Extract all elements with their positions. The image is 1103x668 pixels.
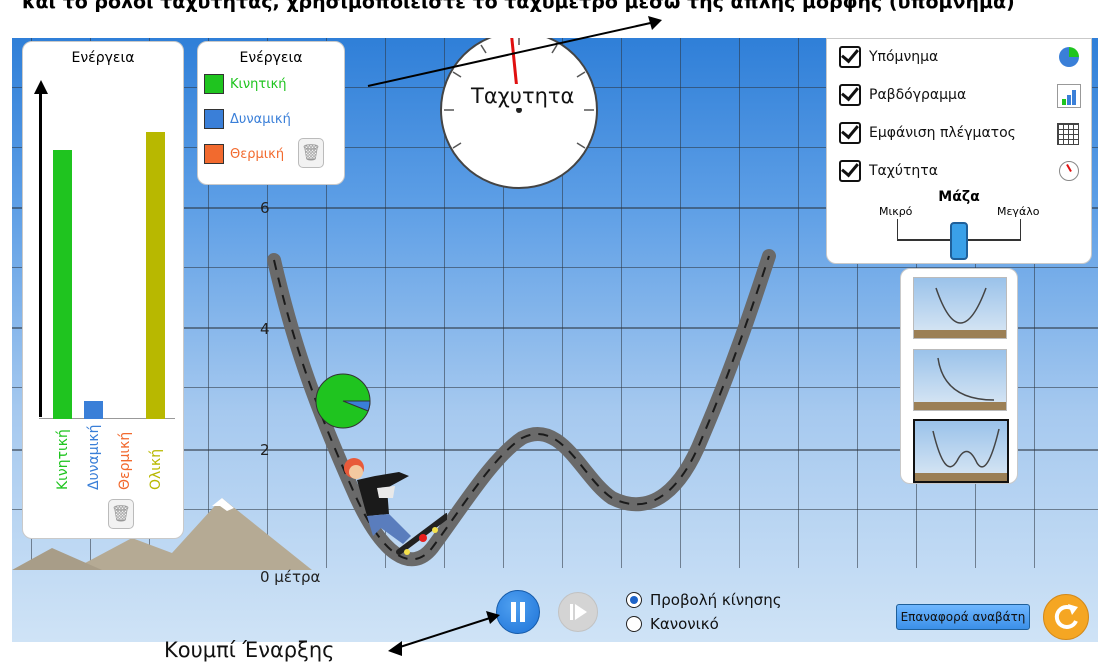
trash-icon: 🗑 [300, 143, 322, 162]
speedometer-icon [1059, 161, 1079, 181]
checkbox-legend[interactable] [839, 46, 861, 68]
reset-skater-button[interactable]: Επαναφορά αναβάτη [896, 604, 1030, 630]
reset-icon [1054, 604, 1078, 629]
toggle-bar-chart-label: Ραβδόγραμμα [869, 87, 967, 103]
mode-normal[interactable]: Κανονικό [626, 615, 719, 633]
legend-label-potential: Δυναμική [230, 111, 291, 127]
bar-chart-axis-arrow [39, 92, 42, 417]
checkbox-grid[interactable] [839, 122, 861, 144]
top-caption: και το ρολόι ταχύτητας, χρησιμοποιείστε … [22, 0, 1015, 13]
toggle-speed[interactable]: Ταχύτητα [839, 159, 938, 183]
mass-slider-thumb[interactable] [950, 222, 968, 260]
energy-legend-panel: Ενέργεια Κινητική Δυναμική Θερμική 🗑 [197, 41, 345, 185]
energy-bar-3 [146, 131, 165, 419]
height-label-6: 6 [260, 199, 270, 217]
pause-icon-bar [520, 602, 525, 622]
bar-chart-baseline [39, 418, 175, 419]
mass-title: Μάζα [938, 189, 980, 205]
pie-icon [1059, 47, 1079, 67]
legend-item-thermal: Θερμική [204, 144, 284, 164]
toggle-grid-label: Εμφάνιση πλέγματος [869, 125, 1016, 141]
pause-button[interactable] [496, 590, 540, 634]
toggle-grid[interactable]: Εμφάνιση πλέγματος [839, 121, 1016, 145]
legend-swatch-kinetic [204, 74, 224, 94]
step-button[interactable] [558, 592, 598, 632]
toggle-speed-label: Ταχύτητα [869, 163, 938, 179]
legend-item-potential: Δυναμική [204, 109, 291, 129]
energy-bars [23, 42, 183, 419]
bar-chart-arrow-head [34, 80, 48, 94]
energy-bar-0 [53, 150, 72, 419]
toggle-legend[interactable]: Υπόμνημα [839, 45, 938, 69]
legend-label-thermal: Θερμική [230, 146, 285, 162]
toggle-bar-chart[interactable]: Ραβδόγραμμα [839, 83, 966, 107]
speedometer [440, 38, 598, 189]
energy-bar-chart-panel: Ενέργεια Κινητική Δυναμική Θερμική Ολική 🗑 [22, 41, 184, 539]
legend-label-kinetic: Κινητική [230, 76, 287, 92]
track-option-slope[interactable] [913, 349, 1007, 411]
height-label-4: 4 [260, 320, 270, 338]
checkbox-speed[interactable] [839, 160, 861, 182]
legend-swatch-thermal [204, 144, 224, 164]
energy-pie [315, 373, 371, 429]
checkbox-bar-chart[interactable] [839, 84, 861, 106]
mode-slow-motion-label: Προβολή κίνησης [650, 591, 782, 609]
legend-clear-button[interactable]: 🗑 [298, 138, 324, 168]
energy-bar-1 [84, 400, 103, 419]
legend-item-kinetic: Κινητική [204, 74, 287, 94]
pause-icon [511, 602, 516, 622]
height-label-0: 0 μέτρα [260, 568, 321, 586]
legend-swatch-potential [204, 109, 224, 129]
speedometer-label: Ταχυτητα [471, 84, 575, 108]
track-option-parabola[interactable] [913, 277, 1007, 339]
grid-icon [1057, 123, 1079, 145]
track-selector-panel [900, 268, 1018, 484]
radio-slow-motion[interactable] [626, 592, 642, 608]
bar-chart-title: Ενέργεια [71, 50, 135, 66]
trash-icon: 🗑 [110, 504, 132, 523]
bar-chart-icon [1057, 84, 1081, 108]
mode-normal-label: Κανονικό [650, 615, 719, 633]
radio-normal[interactable] [626, 616, 642, 632]
bar-chart-clear-button[interactable]: 🗑 [108, 499, 134, 529]
skater[interactable] [337, 456, 447, 566]
track-option-double-well[interactable] [913, 419, 1009, 483]
step-icon [570, 604, 573, 620]
control-panel: Υπόμνημα Ραβδόγραμμα Εμφάνιση πλέγματος … [826, 38, 1092, 264]
skate-track[interactable] [12, 38, 1098, 642]
start-button-caption: Κουμπί Έναρξης [164, 638, 335, 662]
reset-all-button[interactable] [1043, 594, 1089, 640]
height-label-2: 2 [260, 441, 270, 459]
mode-slow-motion[interactable]: Προβολή κίνησης [626, 591, 782, 609]
mass-min-label: Μικρό [879, 205, 913, 218]
mass-max-label: Μεγάλο [997, 205, 1040, 218]
toggle-legend-label: Υπόμνημα [869, 49, 939, 65]
step-icon-triangle [575, 604, 587, 620]
legend-title: Ενέργεια [239, 50, 303, 66]
mountains [12, 498, 312, 570]
